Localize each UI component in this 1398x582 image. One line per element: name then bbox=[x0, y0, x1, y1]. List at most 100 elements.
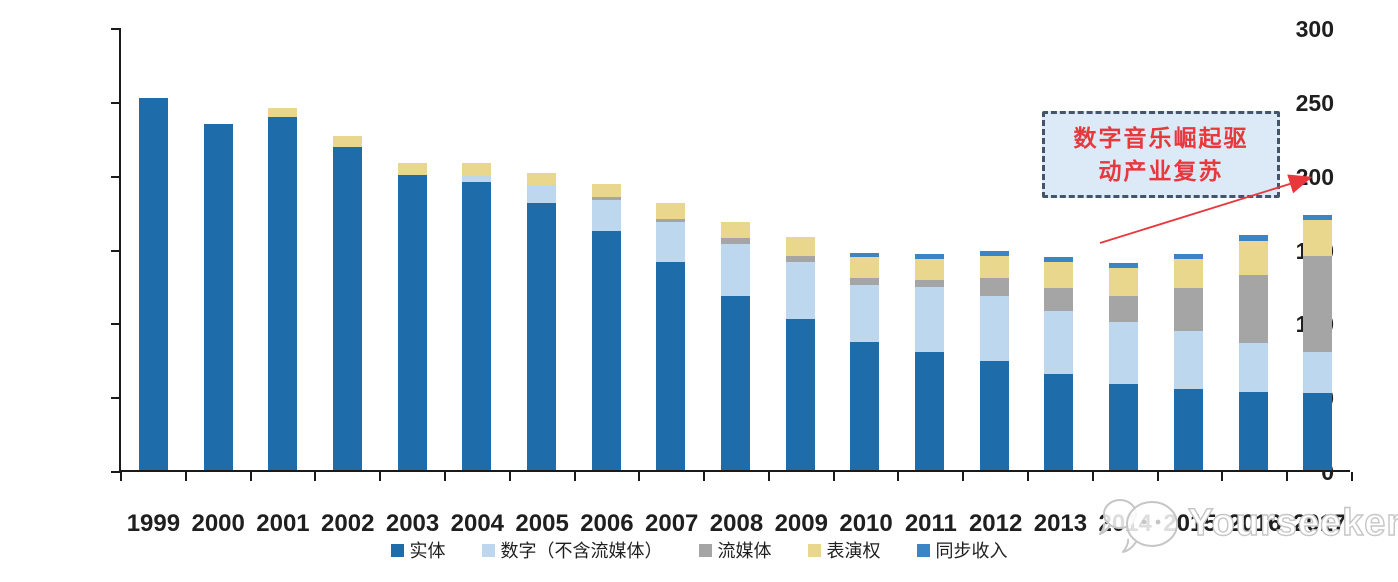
y-tick-mark bbox=[111, 175, 121, 178]
bar-segment bbox=[1303, 214, 1333, 221]
x-tick-label: 2008 bbox=[709, 510, 764, 537]
x-tick-mark bbox=[120, 472, 122, 481]
y-tick-mark bbox=[111, 101, 121, 104]
x-tick-mark bbox=[638, 472, 640, 481]
bar-segment bbox=[1173, 288, 1203, 332]
bar-segment bbox=[850, 252, 880, 258]
bar-segment bbox=[268, 108, 298, 118]
bar-segment bbox=[1044, 310, 1074, 375]
stacked-bar bbox=[1044, 257, 1074, 470]
bar-segment bbox=[915, 279, 945, 287]
x-tick-label: 2004 bbox=[450, 510, 505, 537]
stacked-bar bbox=[1303, 214, 1333, 470]
bar-segment bbox=[785, 261, 815, 320]
bar-segment bbox=[397, 162, 427, 175]
bar-group-2009 bbox=[768, 29, 833, 470]
bar-segment bbox=[721, 295, 751, 470]
bar-segment bbox=[526, 202, 556, 470]
bar-segment bbox=[1044, 374, 1074, 470]
bar-segment bbox=[1303, 220, 1333, 256]
legend-swatch-icon bbox=[807, 543, 821, 557]
x-tick-label: 2005 bbox=[515, 510, 569, 537]
x-tick-label: 2000 bbox=[191, 510, 245, 537]
bar-segment bbox=[850, 257, 880, 279]
watermark-text: Yourseeker bbox=[1187, 501, 1398, 544]
stacked-bar bbox=[138, 97, 168, 470]
bar-segment bbox=[1303, 393, 1333, 470]
bar-segment bbox=[462, 162, 492, 177]
bar-segment bbox=[1238, 391, 1268, 470]
stacked-bar bbox=[268, 108, 298, 470]
y-tick-mark bbox=[111, 471, 121, 473]
legend-label: 数字（不含流媒体） bbox=[500, 541, 663, 561]
x-tick-mark bbox=[1157, 472, 1159, 481]
bar-segment bbox=[1109, 267, 1139, 296]
y-tick-mark bbox=[111, 323, 121, 326]
x-tick-mark bbox=[1092, 472, 1094, 481]
stacked-bar bbox=[785, 236, 815, 470]
y-tick-label: 250 bbox=[1295, 89, 1334, 116]
stacked-bar bbox=[915, 254, 945, 470]
x-tick-label: 2013 bbox=[1033, 510, 1088, 537]
bars-container bbox=[121, 29, 1350, 470]
bar-segment bbox=[1303, 255, 1333, 352]
x-tick-label: 2006 bbox=[580, 510, 634, 537]
watermark-logo-icon bbox=[1099, 499, 1178, 553]
bar-group-1999 bbox=[121, 29, 186, 470]
bar-segment bbox=[526, 173, 556, 186]
bar-group-2000 bbox=[186, 29, 251, 470]
bar-segment bbox=[915, 254, 945, 259]
bar-segment bbox=[138, 97, 168, 470]
x-tick-label: 2016 bbox=[1228, 510, 1282, 537]
x-tick-mark bbox=[1221, 472, 1223, 481]
bar-segment bbox=[915, 351, 945, 470]
bar-group-2015 bbox=[1156, 29, 1221, 470]
legend-item: 表演权 bbox=[807, 537, 881, 563]
legend-item: 实体 bbox=[390, 537, 446, 563]
bar-group-2013 bbox=[1027, 29, 1092, 470]
x-tick-label: 2001 bbox=[256, 510, 310, 537]
x-tick-mark bbox=[314, 472, 316, 481]
x-tick-label: 2010 bbox=[839, 510, 893, 537]
bar-segment bbox=[591, 230, 621, 470]
annotation-box: 数字音乐崛起驱 动产业复苏 bbox=[1042, 111, 1280, 198]
bar-segment bbox=[785, 319, 815, 470]
bar-segment bbox=[1173, 258, 1203, 289]
legend-swatch-icon bbox=[481, 543, 495, 557]
x-tick-label: 2007 bbox=[645, 510, 699, 537]
x-tick-mark bbox=[509, 472, 511, 481]
bar-segment bbox=[1303, 351, 1333, 394]
legend-label: 同步收入 bbox=[935, 541, 1008, 561]
bar-segment bbox=[397, 174, 427, 470]
stacked-bar bbox=[1238, 235, 1268, 470]
x-tick-mark bbox=[574, 472, 576, 481]
stacked-bar bbox=[979, 251, 1009, 470]
x-tick-label: 2009 bbox=[774, 510, 828, 537]
y-tick-mark bbox=[111, 249, 121, 252]
bar-segment bbox=[721, 221, 751, 239]
bar-segment bbox=[268, 117, 298, 470]
legend-label: 流媒体 bbox=[717, 541, 772, 561]
x-tick-label: 2017 bbox=[1292, 510, 1347, 537]
bar-segment bbox=[1173, 331, 1203, 389]
legend: 实体 数字（不含流媒体） 流媒体 表演权 同步收入 bbox=[0, 537, 1398, 563]
bar-segment bbox=[979, 278, 1009, 296]
stacked-bar bbox=[332, 136, 362, 470]
bar-segment bbox=[1109, 384, 1139, 470]
x-tick-mark bbox=[250, 472, 252, 481]
x-tick-mark bbox=[833, 472, 835, 481]
bar-segment bbox=[1109, 263, 1139, 268]
stacked-bar bbox=[591, 183, 621, 470]
stacked-bar bbox=[656, 202, 686, 470]
bar-segment bbox=[979, 295, 1009, 361]
legend-item: 同步收入 bbox=[916, 537, 1008, 563]
legend-label: 实体 bbox=[409, 541, 446, 561]
legend-swatch-icon bbox=[698, 543, 712, 557]
bar-segment bbox=[785, 236, 815, 256]
x-tick-mark bbox=[897, 472, 899, 481]
bar-group-2006 bbox=[574, 29, 639, 470]
bar-segment bbox=[850, 278, 880, 286]
bar-group-2008 bbox=[703, 29, 768, 470]
y-tick-mark bbox=[111, 28, 121, 30]
